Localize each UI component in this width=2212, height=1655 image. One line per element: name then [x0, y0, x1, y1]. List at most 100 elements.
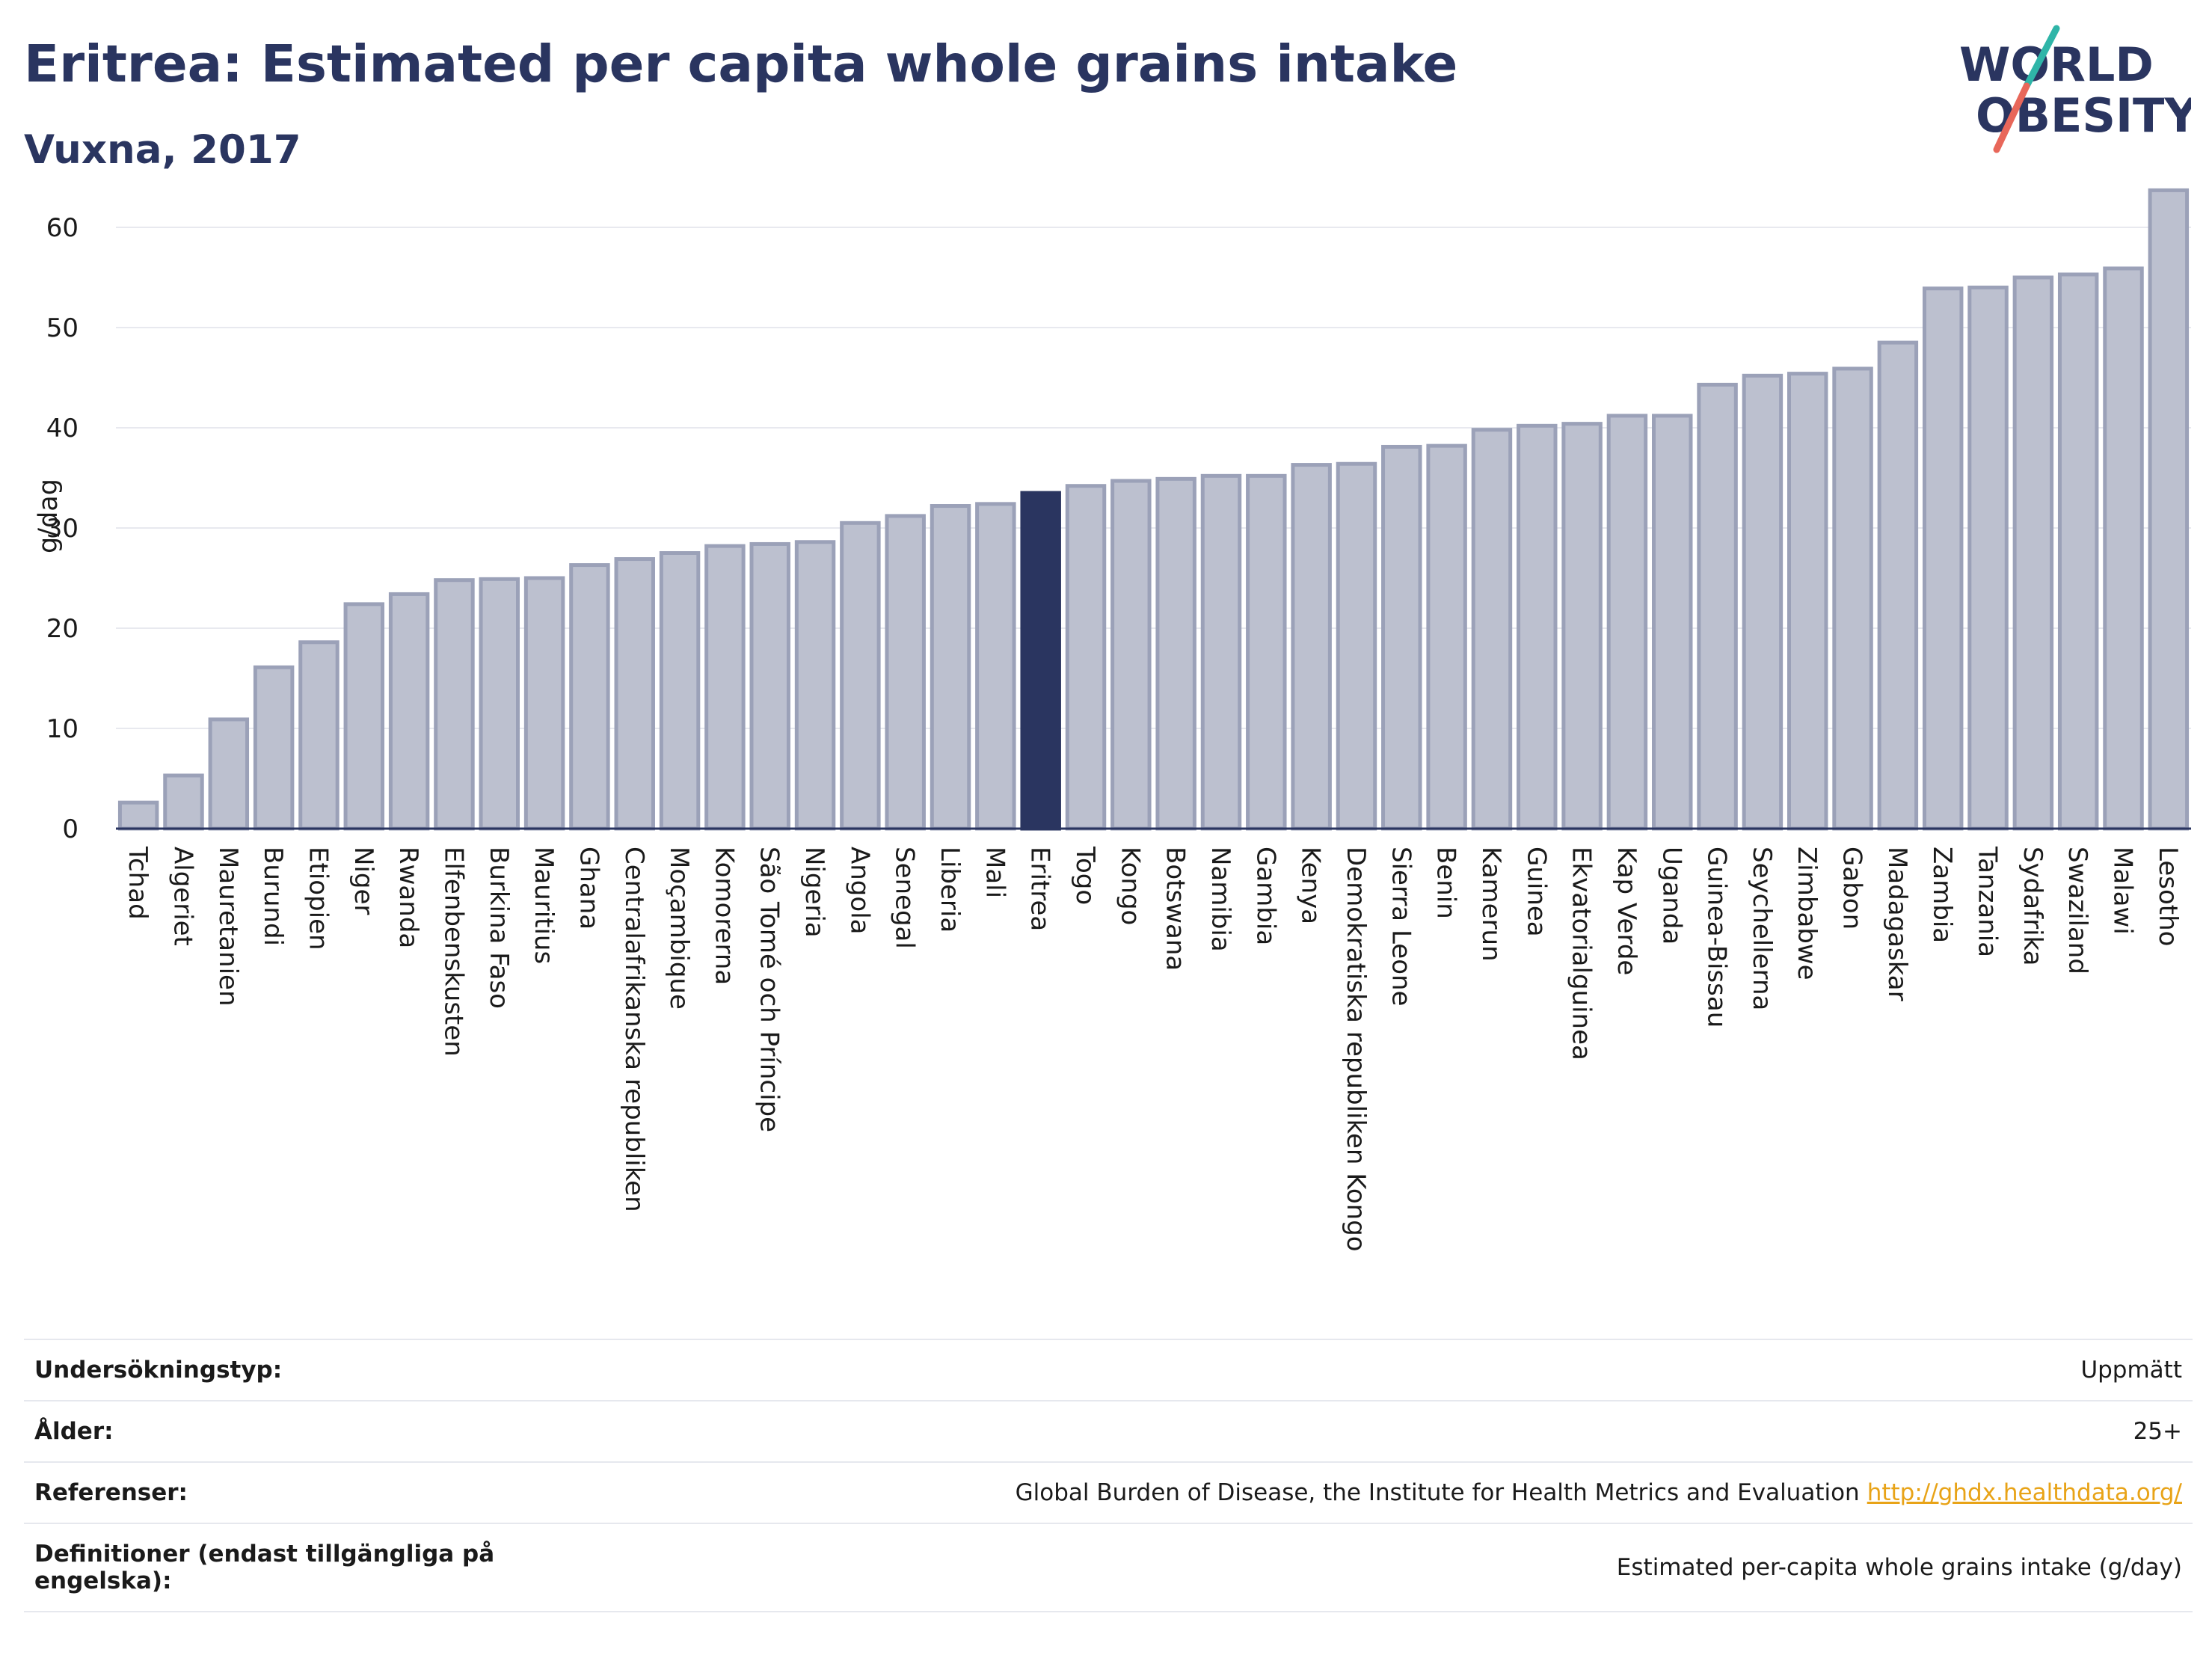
- bar-swaziland[interactable]: [2057, 272, 2099, 831]
- bar-togo[interactable]: [1065, 484, 1107, 831]
- bar-kongo[interactable]: [1110, 479, 1152, 831]
- x-tick-label: Senegal: [890, 847, 920, 949]
- x-tick-label: Mauretanien: [213, 847, 243, 1007]
- bar-kenya[interactable]: [1291, 463, 1332, 831]
- bar-benin[interactable]: [1426, 443, 1467, 831]
- bar-tchad[interactable]: [117, 800, 159, 831]
- x-tick-label: Benin: [1431, 847, 1461, 919]
- x-tick-label: Sierra Leone: [1386, 847, 1416, 1006]
- x-tick-label: Etiopien: [303, 847, 333, 951]
- bar-mauritius[interactable]: [523, 576, 565, 831]
- x-tick-label: Ghana: [574, 847, 603, 930]
- bar-centralafrikanska-republiken[interactable]: [614, 557, 655, 831]
- bar-rwanda[interactable]: [388, 592, 430, 831]
- bar-burkina-faso[interactable]: [479, 577, 520, 831]
- x-tick-label: Komorerna: [709, 847, 739, 985]
- x-tick-label: Burundi: [258, 847, 288, 946]
- y-tick-label: 0: [62, 814, 79, 844]
- bar-senegal[interactable]: [885, 514, 926, 831]
- y-tick-label: 40: [46, 414, 79, 443]
- bar-seychellerna[interactable]: [1742, 373, 1784, 831]
- bar-mauretanien[interactable]: [208, 717, 250, 831]
- x-tick-label: Kongo: [1115, 847, 1145, 925]
- bar-zimbabwe[interactable]: [1787, 372, 1828, 831]
- bar-ekvatorialguinea[interactable]: [1561, 422, 1603, 831]
- bar-sierra-leone[interactable]: [1381, 444, 1422, 831]
- y-tick-labels: 0 10 20 30 40 50 60: [46, 213, 79, 844]
- logo-slash-red: [1993, 82, 2030, 153]
- x-tick-label: Niger: [348, 847, 378, 915]
- x-tick-label: São Tomé och Príncipe: [755, 847, 784, 1132]
- bar-kamerun[interactable]: [1471, 428, 1513, 831]
- bar-uganda[interactable]: [1652, 414, 1693, 831]
- x-tick-label: Rwanda: [393, 847, 423, 948]
- info-value: 25+: [2133, 1418, 2182, 1445]
- x-tick-label: Malawi: [2108, 847, 2138, 935]
- y-tick-label: 50: [46, 313, 79, 343]
- bar-demokratiska-republiken-kongo[interactable]: [1336, 461, 1377, 831]
- chart-title: Eritrea: Estimated per capita whole grai…: [24, 34, 1458, 94]
- bar-ghana[interactable]: [569, 563, 610, 831]
- bar-s-o-tom-och-pr-ncipe[interactable]: [749, 541, 790, 831]
- x-tick-label: Guinea: [1521, 847, 1551, 937]
- chart-subtitle: Vuxna, 2017: [24, 127, 301, 173]
- bar-tanzania[interactable]: [1967, 285, 2009, 831]
- x-tick-label: Gabon: [1837, 847, 1867, 930]
- bar-niger[interactable]: [343, 602, 385, 831]
- x-tick-label: Seychellerna: [1747, 847, 1777, 1010]
- y-tick-label: 10: [46, 714, 79, 744]
- bar-angola[interactable]: [840, 521, 881, 831]
- bar-elfenbenskusten[interactable]: [434, 578, 475, 831]
- bar-guinea-bissau[interactable]: [1697, 382, 1738, 831]
- x-tick-label: Kap Verde: [1612, 847, 1641, 975]
- info-row: Definitioner (endast tillgängliga på eng…: [24, 1523, 2193, 1612]
- bar-madagaskar[interactable]: [1877, 340, 1919, 831]
- bars: [117, 188, 2190, 831]
- bar-botswana[interactable]: [1155, 476, 1196, 831]
- bar-nigeria[interactable]: [794, 540, 836, 831]
- x-tick-label: Moçambique: [664, 847, 694, 1010]
- bar-namibia[interactable]: [1200, 473, 1242, 831]
- bar-burundi[interactable]: [253, 665, 295, 831]
- x-tick-label: Namibia: [1205, 847, 1235, 952]
- x-tick-label: Zambia: [1927, 847, 1957, 943]
- bar-etiopien[interactable]: [298, 640, 340, 831]
- bar-eritrea[interactable]: [1020, 491, 1061, 831]
- bar-mo-ambique[interactable]: [659, 551, 701, 831]
- y-tick-label: 60: [46, 213, 79, 243]
- bar-sydafrika[interactable]: [2012, 275, 2054, 831]
- x-tick-label: Sydafrika: [2018, 847, 2047, 965]
- info-key: Referenser:: [34, 1479, 188, 1506]
- bar-kap-verde[interactable]: [1606, 414, 1648, 831]
- logo-line-1: WORLD: [1959, 37, 2154, 92]
- y-tick-label: 30: [46, 514, 79, 544]
- bar-guinea[interactable]: [1517, 423, 1558, 831]
- bar-komorerna[interactable]: [704, 544, 746, 831]
- reference-link[interactable]: http://ghdx.healthdata.org/: [1867, 1479, 2182, 1506]
- bar-algeriet[interactable]: [163, 773, 204, 831]
- bar-mali[interactable]: [975, 502, 1016, 831]
- info-value: Global Burden of Disease, the Institute …: [1015, 1479, 2182, 1506]
- bar-gambia[interactable]: [1246, 473, 1287, 831]
- info-table: Undersökningstyp: Uppmätt Ålder: 25+ Referen…: [24, 1339, 2193, 1612]
- bar-zambia[interactable]: [1922, 286, 1964, 831]
- x-tick-label: Mauritius: [529, 847, 559, 964]
- x-tick-label: Uganda: [1656, 847, 1686, 945]
- x-tick-label: Kamerun: [1476, 847, 1506, 962]
- info-key: Undersökningstyp:: [34, 1357, 283, 1384]
- y-axis-label: g/dag: [34, 479, 64, 553]
- bar-lesotho[interactable]: [2148, 188, 2190, 831]
- x-tick-label: Togo: [1070, 846, 1100, 905]
- bar-malawi[interactable]: [2103, 266, 2144, 831]
- x-tick-label: Lesotho: [2153, 847, 2183, 946]
- info-key: Ålder:: [34, 1418, 114, 1445]
- x-tick-label: Elfenbenskusten: [438, 847, 468, 1057]
- x-tick-label: Mali: [980, 847, 1010, 898]
- bar-liberia[interactable]: [930, 504, 971, 831]
- x-tick-label: Ekvatorialguinea: [1567, 847, 1597, 1060]
- x-tick-label: Centralafrikanska republiken: [619, 847, 649, 1212]
- bar-gabon[interactable]: [1832, 366, 1873, 831]
- bar-chart: 0 10 20 30 40 50 60 Tchad Algeriet Mauretanien Bu…: [34, 188, 2191, 1252]
- world-obesity-logo: WORLD OBESITY: [1959, 25, 2191, 153]
- info-row: Undersökningstyp: Uppmätt: [24, 1339, 2193, 1401]
